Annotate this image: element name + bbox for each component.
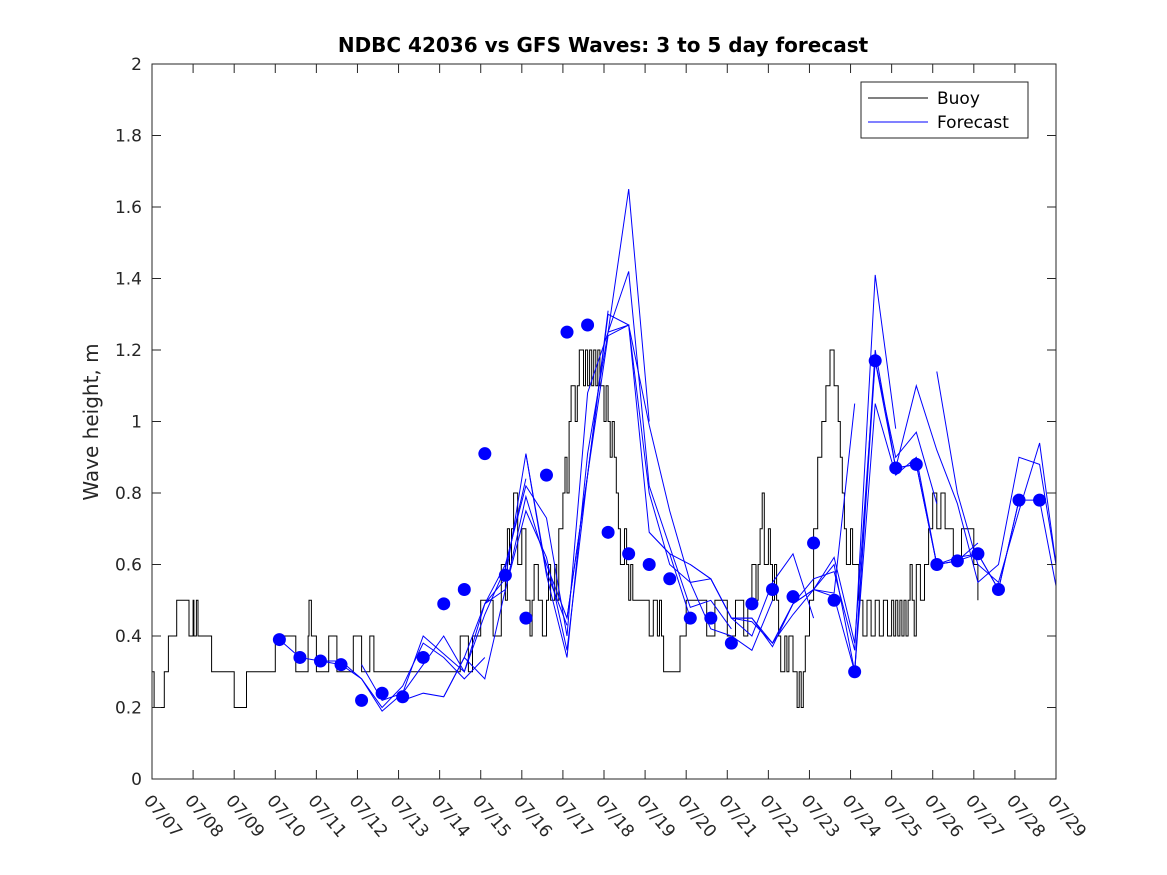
x-tick-label: 07/10	[262, 791, 309, 841]
x-tick-label: 07/07	[139, 791, 186, 841]
chart-title: NDBC 42036 vs GFS Waves: 3 to 5 day fore…	[338, 33, 869, 57]
x-tick-label: 07/12	[345, 791, 392, 841]
forecast-point	[457, 583, 471, 597]
y-tick-label: 1.6	[115, 198, 142, 218]
y-tick-label: 1.2	[115, 341, 142, 361]
forecast-point	[930, 558, 944, 571]
y-axis-label: Wave height, m	[79, 343, 103, 500]
y-tick-label: 0.2	[115, 699, 142, 719]
forecast-point	[807, 536, 821, 550]
x-tick-label: 07/25	[879, 791, 926, 841]
forecast-point	[745, 597, 759, 611]
forecast-point	[663, 572, 677, 586]
forecast-point	[375, 686, 389, 700]
plot-area	[152, 189, 1057, 712]
y-tick-label: 0.6	[115, 556, 142, 576]
forecast-point	[909, 457, 923, 471]
forecast-line-4	[402, 310, 609, 701]
forecast-line-12	[731, 360, 938, 672]
forecast-point	[272, 633, 286, 647]
x-tick-label: 07/24	[838, 791, 885, 841]
forecast-point	[416, 650, 430, 664]
forecast-point	[313, 654, 327, 668]
forecast-point	[971, 547, 985, 561]
forecast-point	[848, 665, 862, 679]
forecast-point	[827, 593, 841, 607]
y-tick-label: 0.8	[115, 484, 142, 504]
forecast-point	[889, 461, 903, 475]
forecast-line-15	[854, 403, 1057, 672]
forecast-point	[498, 568, 512, 582]
forecast-point	[478, 447, 492, 461]
forecast-point	[622, 547, 636, 561]
forecast-point	[786, 590, 800, 604]
forecast-line-2	[320, 478, 527, 712]
forecast-point	[950, 554, 964, 568]
forecast-point	[437, 597, 451, 611]
legend-buoy-label: Buoy	[937, 89, 980, 109]
forecast-line-17	[936, 371, 1057, 584]
forecast-line-7	[525, 271, 732, 658]
x-tick-label: 07/27	[961, 791, 1008, 841]
forecast-point	[539, 468, 553, 482]
x-tick-label: 07/21	[714, 791, 761, 841]
x-tick-label: 07/29	[1043, 791, 1090, 841]
legend-forecast-label: Forecast	[937, 113, 1009, 133]
forecast-point	[991, 583, 1005, 597]
y-tick-label: 0	[131, 770, 142, 790]
forecast-line-5	[443, 189, 650, 698]
forecast-point	[601, 525, 615, 539]
x-tick-label: 07/16	[509, 791, 556, 841]
forecast-point	[293, 650, 307, 664]
forecast-point	[724, 636, 738, 650]
y-tick-label: 1.8	[115, 127, 142, 147]
x-tick-label: 07/14	[427, 791, 474, 841]
forecast-line-8	[566, 324, 773, 652]
forecast-point	[519, 611, 533, 625]
y-tick-label: 0.4	[115, 627, 142, 647]
y-tick-label: 1	[131, 413, 142, 433]
forecast-point	[868, 354, 882, 368]
x-tick-label: 07/26	[920, 791, 967, 841]
x-tick-label: 07/09	[221, 791, 268, 841]
x-tick-label: 07/13	[386, 791, 433, 841]
x-tick-label: 07/28	[1002, 791, 1049, 841]
forecast-point	[1012, 493, 1026, 507]
legend-box	[860, 81, 1029, 139]
forecast-point	[560, 325, 574, 339]
forecast-point	[355, 693, 369, 707]
y-axis: 0 0.2 0.4 0.6 0.8 1 1.2 1.4 1.6 1.8 2	[115, 55, 1056, 790]
forecast-point	[334, 658, 348, 672]
y-tick-label: 1.4	[115, 270, 142, 290]
forecast-point	[765, 583, 779, 597]
x-tick-label: 07/22	[756, 791, 803, 841]
forecast-point	[1033, 493, 1047, 507]
forecast-point	[683, 611, 697, 625]
forecast-line-3	[361, 453, 568, 702]
buoy-line	[152, 349, 979, 708]
forecast-point	[704, 611, 718, 625]
forecast-line-1	[279, 639, 486, 709]
x-tick-label: 07/23	[797, 791, 844, 841]
x-tick-label: 07/20	[673, 791, 720, 841]
x-tick-label: 07/19	[632, 791, 679, 841]
x-tick-label: 07/18	[591, 791, 638, 841]
forecast-line-9	[607, 324, 815, 637]
forecast-line-16	[895, 383, 1057, 584]
x-tick-label: 07/08	[180, 791, 227, 841]
forecast-point	[581, 318, 595, 332]
x-tick-label: 07/11	[304, 791, 351, 841]
x-tick-label: 07/17	[550, 791, 597, 841]
forecast-point	[396, 690, 410, 704]
forecast-point	[642, 558, 656, 571]
y-tick-label: 2	[131, 55, 142, 75]
legend: Buoy Forecast	[860, 81, 1029, 139]
x-tick-label: 07/15	[468, 791, 515, 841]
